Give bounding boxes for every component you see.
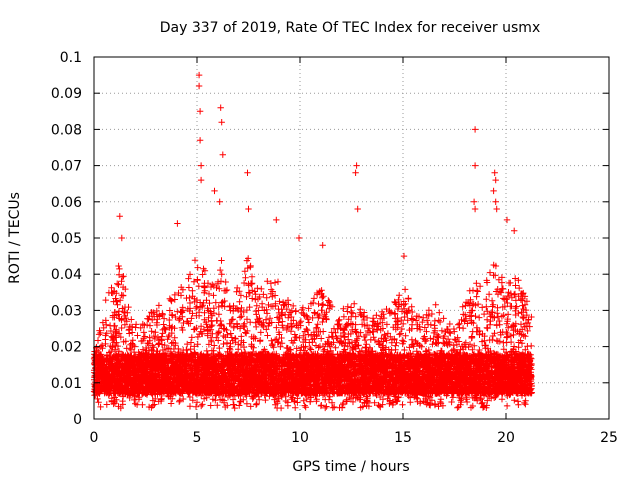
x-tick-label: 5 xyxy=(193,430,202,446)
y-tick-label: 0.07 xyxy=(51,159,82,175)
x-tick-label: 20 xyxy=(497,430,515,446)
x-axis-title: GPS time / hours xyxy=(292,459,409,475)
y-tick-label: 0.08 xyxy=(51,122,82,138)
y-tick-label: 0 xyxy=(73,412,82,428)
data-points xyxy=(90,71,535,412)
axis-layer: 0 0.01 0.02 0.03 0.04 0.05 0.06 0.07 0.08 0.09 0.1… xyxy=(51,50,618,446)
x-tick-label: 10 xyxy=(291,430,309,446)
x-tick-label: 15 xyxy=(394,430,412,446)
y-tick-label: 0.1 xyxy=(60,50,82,66)
y-tick-label: 0.09 xyxy=(51,86,82,102)
y-tick-label: 0.01 xyxy=(51,376,82,392)
data-point-markers xyxy=(90,71,535,412)
y-tick-label: 0.04 xyxy=(51,267,82,283)
x-tick-label: 25 xyxy=(600,430,618,446)
chart-title: Day 337 of 2019, Rate Of TEC Index for r… xyxy=(160,20,540,36)
x-tick-label: 0 xyxy=(90,430,99,446)
y-tick-label: 0.05 xyxy=(51,231,82,247)
y-tick-label: 0.02 xyxy=(51,340,82,356)
y-tick-label: 0.03 xyxy=(51,303,82,319)
y-tick-label: 0.06 xyxy=(51,195,82,211)
y-axis-title: ROTI / TECUs xyxy=(7,192,23,284)
